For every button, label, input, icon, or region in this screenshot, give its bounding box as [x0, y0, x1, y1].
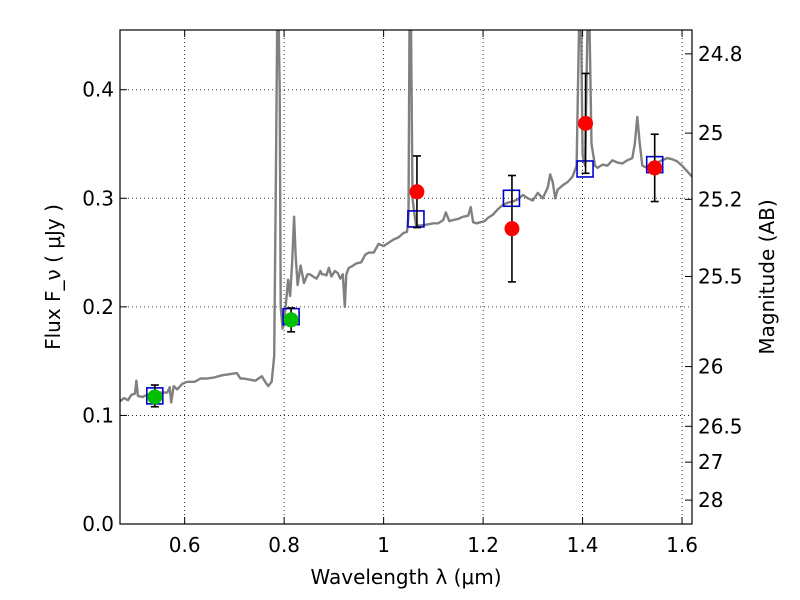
- y-tick-label: 0.0: [82, 512, 114, 536]
- y-axis-title: Flux F_ν ( μJy ): [41, 204, 65, 350]
- x-tick-label: 0.6: [169, 533, 201, 557]
- x-tick-label: 1.6: [666, 533, 698, 557]
- x-tick-label: 1.2: [467, 533, 499, 557]
- y-tick-label: 0.4: [82, 78, 114, 102]
- marker-layer: [146, 72, 664, 408]
- y-tick-label: 0.3: [82, 186, 114, 210]
- y-tick-label: 0.1: [82, 403, 114, 427]
- mag-tick-label: 27: [698, 450, 723, 474]
- mag-tick-label: 25.2: [698, 187, 743, 211]
- x-axis-title: Wavelength λ (μm): [310, 565, 501, 589]
- observed-point-green: [283, 312, 299, 328]
- right-axis-title: Magnitude (AB): [755, 199, 779, 354]
- observed-point-red: [409, 184, 425, 200]
- observed-point-green: [147, 389, 163, 405]
- mag-tick-label: 26.5: [698, 414, 743, 438]
- mag-tick-label: 24.8: [698, 42, 743, 66]
- y-tick-label: 0.2: [82, 295, 114, 319]
- model-spectrum-line: [120, 30, 692, 404]
- observed-point-red: [647, 160, 663, 176]
- series-layer: [120, 30, 692, 404]
- ticks: 0.6 0.8 1 1.2 1.4 1.6 0.0 0.1 0.2 0.3 0.4 24.8 25 25.…: [82, 30, 743, 557]
- mag-tick-label: 28: [698, 488, 723, 512]
- observed-point-red: [578, 115, 594, 131]
- plot-background: [120, 30, 692, 524]
- mag-tick-label: 26: [698, 355, 723, 379]
- x-tick-label: 1: [377, 533, 390, 557]
- x-tick-label: 0.8: [268, 533, 300, 557]
- observed-point-red: [504, 221, 520, 237]
- x-tick-label: 1.4: [567, 533, 599, 557]
- plot-frame: [119, 29, 693, 525]
- mag-tick-label: 25: [698, 121, 723, 145]
- mag-tick-label: 25.5: [698, 264, 743, 288]
